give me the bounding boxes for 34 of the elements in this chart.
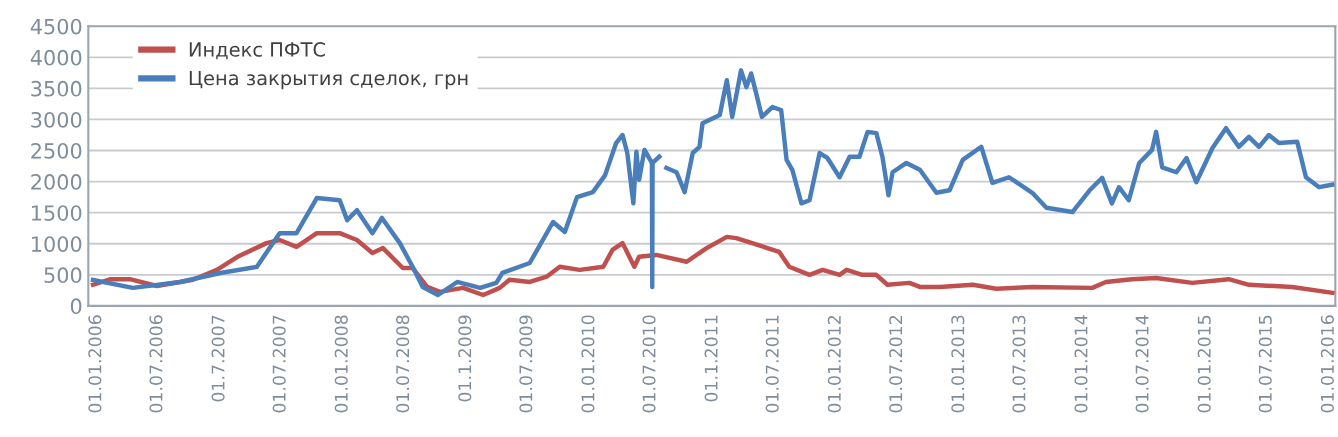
y-tick-label: 2000 bbox=[31, 174, 82, 190]
x-tick-label: 01.07.2009 bbox=[519, 315, 533, 413]
x-tick-label: 01.01.2013 bbox=[951, 315, 965, 413]
x-tick-label: 01.1.2011 bbox=[704, 315, 718, 402]
x-tick-label: 01.07.2007 bbox=[272, 315, 286, 413]
x-tick-label: 01.01.2014 bbox=[1074, 315, 1088, 413]
x-tick-label: 01.7.2007 bbox=[211, 315, 225, 402]
x-tick-label: 01.01.2016 bbox=[1320, 315, 1334, 413]
legend-label: Цена закрытия сделок, грн bbox=[189, 70, 468, 90]
x-tick-label: 01.07.2010 bbox=[642, 315, 656, 413]
y-tick-label: 1500 bbox=[32, 205, 82, 221]
y-tick-label: 500 bbox=[44, 267, 82, 284]
x-tick-label: 01.07.2006 bbox=[149, 315, 163, 413]
y-tick-label: 1000 bbox=[32, 236, 82, 252]
y-tick-label: 3500 bbox=[31, 80, 82, 97]
x-tick-label: 01.07.2013 bbox=[1012, 315, 1026, 413]
x-tick-label: 01.01.2006 bbox=[88, 315, 102, 413]
y-tick-label: 4500 bbox=[30, 18, 82, 35]
legend-label: Индекс ПФТС bbox=[189, 42, 325, 60]
y-tick-label: 4000 bbox=[30, 49, 82, 66]
x-tick-label: 01.1.2009 bbox=[458, 315, 472, 402]
y-tick-label: 3000 bbox=[31, 111, 82, 128]
x-tick-label: 01.07.2011 bbox=[765, 315, 779, 413]
x-tick-label: 01.01.2012 bbox=[827, 315, 841, 413]
x-tick-label: 01.01.2008 bbox=[334, 315, 348, 413]
y-tick-label: 2500 bbox=[31, 142, 82, 159]
x-tick-label: 01.07.2012 bbox=[889, 315, 903, 413]
x-tick-label: 01.07.2015 bbox=[1258, 315, 1272, 413]
y-tick-label: 0 bbox=[70, 298, 82, 315]
line-series bbox=[90, 230, 1335, 298]
x-tick-label: 01.01.2010 bbox=[581, 315, 595, 413]
x-tick-label: 01.07.2008 bbox=[396, 315, 410, 413]
x-tick-label: 01.07.2014 bbox=[1135, 315, 1149, 413]
x-tick-label: 01.01.2015 bbox=[1197, 315, 1211, 413]
